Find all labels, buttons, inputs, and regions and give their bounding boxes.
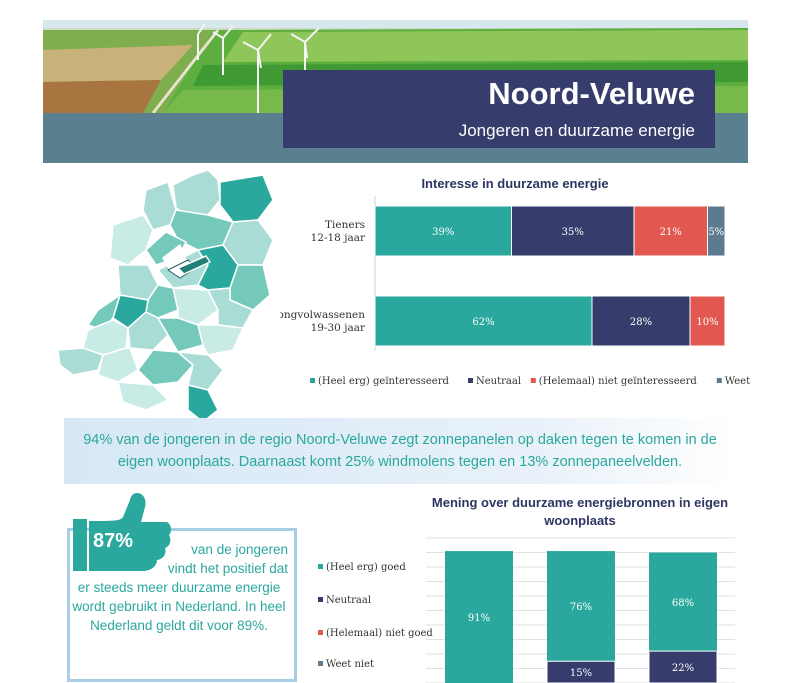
legend-label: Neutraal: [326, 595, 371, 606]
legend-swatch: [468, 378, 473, 383]
title-box: Noord-Veluwe Jongeren en duurzame energi…: [283, 70, 715, 148]
category-label: Tieners: [325, 219, 365, 231]
bar-segment: [707, 205, 726, 257]
highlight-rest: er steeds meer duurzame energie wordt ge…: [72, 580, 286, 633]
legend-label: (Heel erg) geïnteresseerd: [318, 376, 449, 387]
data-label: 10%: [696, 317, 718, 328]
column-segment: [649, 552, 717, 652]
highlight-text: van de jongeren vindt het positief dat e…: [70, 540, 296, 635]
bar-segment: [633, 205, 708, 257]
legend-swatch: [716, 378, 722, 383]
data-label: 91%: [468, 613, 490, 624]
data-label: 62%: [472, 317, 494, 328]
page-title: Noord-Veluwe: [488, 76, 695, 111]
legend-swatch: [318, 597, 323, 602]
chart1-title: Interesse in duurzame energie: [421, 176, 609, 191]
data-label: 21%: [660, 227, 682, 238]
data-label: 28%: [630, 317, 652, 328]
bar-segment: [374, 205, 512, 257]
bar-segment: [689, 295, 726, 347]
category-label: 19-30 jaar: [311, 322, 366, 334]
data-label: 68%: [672, 598, 694, 609]
bar-segment: [374, 295, 593, 347]
legend-label: Neutraal: [476, 376, 521, 387]
data-label: 76%: [570, 602, 592, 613]
data-label: 39%: [432, 227, 454, 238]
column-segment: [648, 650, 718, 683]
bar-segment: [511, 205, 635, 257]
chart2-title: Mening over duurzame energiebronnen in e…: [431, 495, 729, 528]
category-label: Jongvolwassenen: [280, 309, 365, 321]
legend-label: Weet niet: [326, 659, 374, 670]
interest-chart: Tieners 12-18 jaar 39% 35% 21% 5% Jongvolwasse…: [272, 196, 773, 396]
key-finding-text: 94% van de jongeren in de regio Noord-Ve…: [83, 432, 717, 470]
data-label: 15%: [570, 668, 592, 679]
data-label: 5%: [708, 227, 724, 238]
highlight-line-2: vindt het positief dat: [167, 561, 288, 576]
opinion-chart: 91% 76% 15% 68% 22% (Heel erg) goed Neutraal (H…: [300, 530, 750, 683]
key-finding-banner: 94% van de jongeren in de regio Noord-Ve…: [64, 418, 736, 484]
legend-label: (Helemaal) niet geïnteresseerd: [539, 376, 698, 387]
data-label: 22%: [672, 663, 694, 674]
legend-label: (Heel erg) goed: [326, 562, 406, 573]
highlight-line-1: van de jongeren: [191, 542, 288, 557]
bar-segment: [591, 295, 691, 347]
legend-swatch: [318, 661, 323, 666]
thumbs-up-icon: [73, 493, 172, 571]
legend-swatch: [318, 630, 323, 635]
legend-label: Weet niet: [725, 376, 750, 387]
data-label: 35%: [562, 227, 584, 238]
netherlands-map: [58, 170, 274, 422]
legend-label: (Helemaal) niet goed: [326, 628, 433, 639]
legend-swatch: [318, 564, 323, 569]
category-label: 12-18 jaar: [311, 232, 366, 244]
legend-swatch: [310, 378, 315, 383]
page-subtitle: Jongeren en duurzame energie: [458, 121, 695, 140]
highlight-percent: 87%: [92, 530, 134, 552]
legend-swatch: [530, 378, 536, 383]
column-segment: [547, 551, 615, 662]
column-segment: [445, 551, 513, 683]
column-segment: [546, 660, 616, 683]
header-banner: Noord-Veluwe Jongeren en duurzame energi…: [43, 20, 748, 163]
